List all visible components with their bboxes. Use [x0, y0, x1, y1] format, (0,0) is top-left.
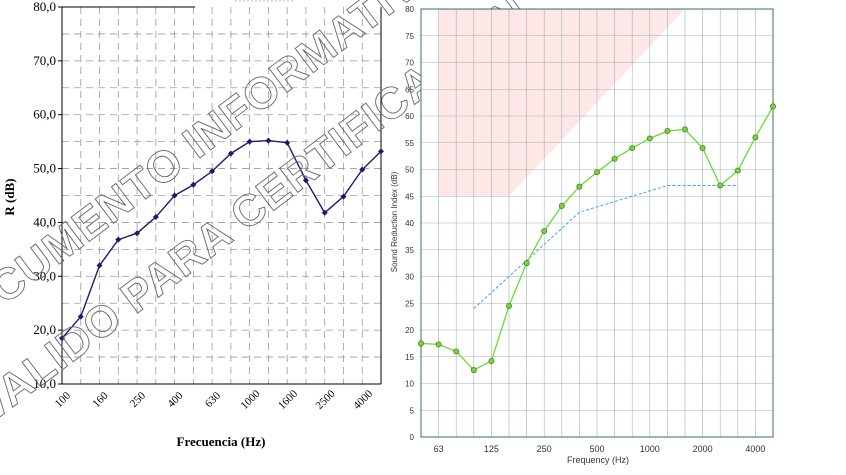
left-data-point: [190, 181, 197, 188]
left-data-point: [59, 335, 65, 342]
left-x-tick-label: 160: [90, 389, 111, 410]
right-data-point: [488, 358, 495, 364]
left-x-tick-label: 1000: [239, 388, 263, 412]
left-y-tick-label: 60,0: [33, 107, 56, 122]
left-x-tick-label: 400: [165, 389, 186, 410]
right-y-tick-label: 0: [410, 433, 415, 442]
right-x-tick-label: 125: [484, 444, 499, 454]
right-y-tick-label: 10: [405, 380, 414, 389]
right-data-point: [734, 167, 741, 174]
right-y-axis-label: Sound Reduction Index (dB): [390, 171, 399, 272]
left-y-tick-label: 30,0: [33, 268, 56, 283]
left-data-point: [321, 209, 328, 216]
right-x-tick-label: 250: [537, 444, 552, 454]
right-chart: 0 5 10 15 20 25 30 35 40 45 50 55 60 65 70 75 80 63 125 250…: [405, 5, 776, 454]
left-data-point: [134, 230, 141, 237]
right-plot-frame: [420, 8, 774, 438]
right-y-tick-label: 35: [405, 246, 414, 255]
left-data-point: [171, 192, 178, 199]
right-data-point: [682, 126, 688, 133]
left-y-axis-label: R (dB): [2, 178, 17, 215]
left-data-point: [359, 166, 366, 173]
right-data-point: [523, 260, 530, 267]
right-x-tick-label: 63: [434, 444, 444, 454]
right-y-tick-label: 25: [405, 299, 414, 308]
right-data-point: [611, 155, 618, 162]
right-data-point: [717, 182, 724, 189]
left-x-tick-label: 250: [128, 389, 149, 410]
right-y-tick-label: 45: [405, 192, 414, 201]
right-y-tick-label: 40: [405, 219, 414, 228]
right-data-point: [470, 367, 477, 374]
right-y-tick-label: 20: [405, 326, 414, 335]
left-series-line: [61, 139, 382, 339]
right-y-tick-label: 55: [405, 139, 414, 148]
left-data-point: [378, 148, 384, 155]
right-x-tick-label: 2000: [693, 444, 713, 454]
left-x-tick-label: 4000: [351, 388, 375, 412]
right-x-tick-label: 1000: [640, 444, 660, 454]
right-data-point: [629, 145, 636, 152]
right-y-tick-label: 30: [405, 273, 414, 282]
right-data-point: [699, 145, 706, 152]
left-data-point: [284, 139, 291, 146]
right-data-point: [418, 340, 424, 347]
right-y-tick-label: 60: [405, 112, 414, 121]
left-data-point: [302, 177, 309, 184]
left-x-tick-label: 2500: [314, 388, 338, 412]
watermark-line-1: DOCUMENTO INFORMATIVO: [0, 0, 456, 354]
right-y-tick-label: 80: [405, 5, 414, 14]
left-data-point: [152, 214, 159, 221]
left-x-axis-label: Frecuencia (Hz): [177, 434, 266, 449]
left-data-point: [209, 168, 216, 175]
left-data-point: [115, 236, 122, 243]
right-x-tick-label: 4000: [745, 444, 765, 454]
left-x-tick-label: 100: [53, 389, 74, 410]
right-data-point: [576, 183, 583, 190]
left-y-tick-label: 80,0: [33, 0, 56, 14]
left-x-tick-label: 1600: [276, 388, 300, 412]
left-y-tick-label: 70,0: [33, 53, 56, 68]
right-data-point: [435, 341, 442, 348]
right-y-tick-label: 50: [405, 166, 414, 175]
left-data-point: [265, 137, 272, 144]
left-data-point: [227, 150, 234, 157]
left-data-point: [96, 262, 103, 269]
right-data-point: [664, 128, 671, 134]
right-y-tick-label: 65: [405, 85, 414, 94]
left-y-tick-label: 20,0: [33, 322, 56, 337]
right-data-point: [594, 169, 600, 176]
left-data-point: [246, 138, 253, 145]
left-y-tick-label: 10,0: [33, 376, 56, 391]
right-data-point: [770, 103, 776, 110]
right-y-tick-label: 5: [410, 406, 415, 415]
left-data-point: [340, 193, 347, 200]
left-y-tick-label: 40,0: [33, 214, 56, 229]
right-data-point: [541, 228, 548, 234]
right-data-point: [453, 348, 460, 355]
left-y-tick-label: 50,0: [33, 161, 56, 176]
left-data-point: [77, 313, 84, 320]
right-data-point: [752, 134, 759, 141]
right-y-tick-label: 15: [405, 353, 414, 362]
right-y-tick-label: 70: [405, 59, 414, 68]
right-x-axis-label: Frequency (Hz): [567, 455, 629, 465]
left-x-tick-label: 630: [203, 389, 224, 410]
right-data-point: [506, 302, 512, 309]
right-data-point: [646, 135, 653, 142]
right-x-tick-label: 500: [589, 444, 604, 454]
right-y-tick-label: 75: [405, 32, 414, 41]
right-data-point: [558, 202, 565, 209]
